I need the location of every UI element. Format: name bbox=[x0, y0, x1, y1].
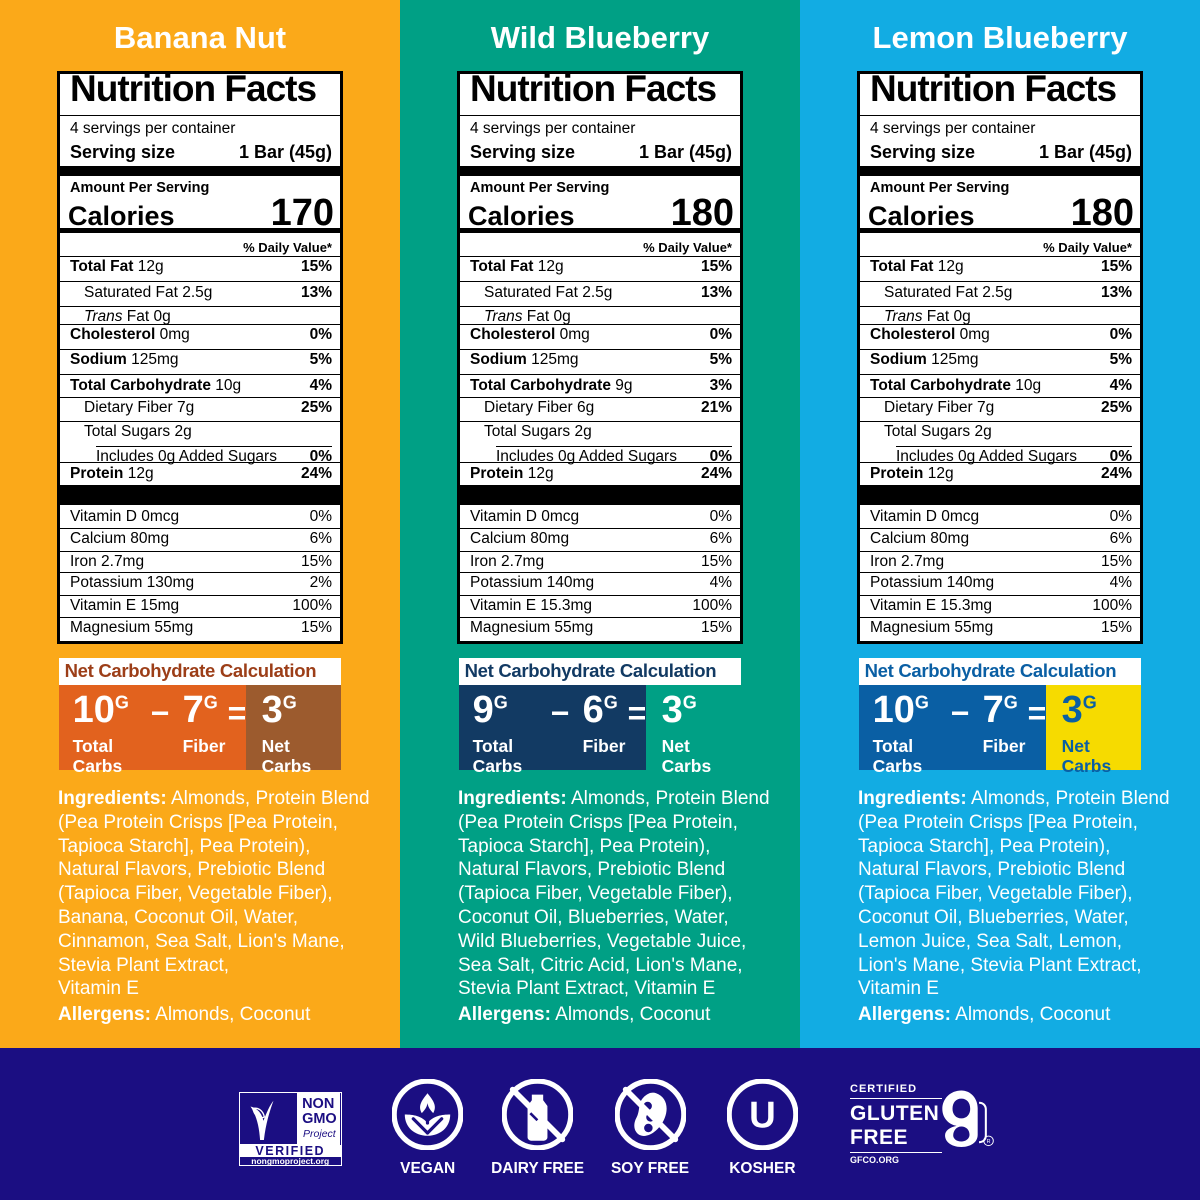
svg-text:R: R bbox=[987, 1139, 991, 1145]
svg-text:U: U bbox=[749, 1094, 776, 1135]
